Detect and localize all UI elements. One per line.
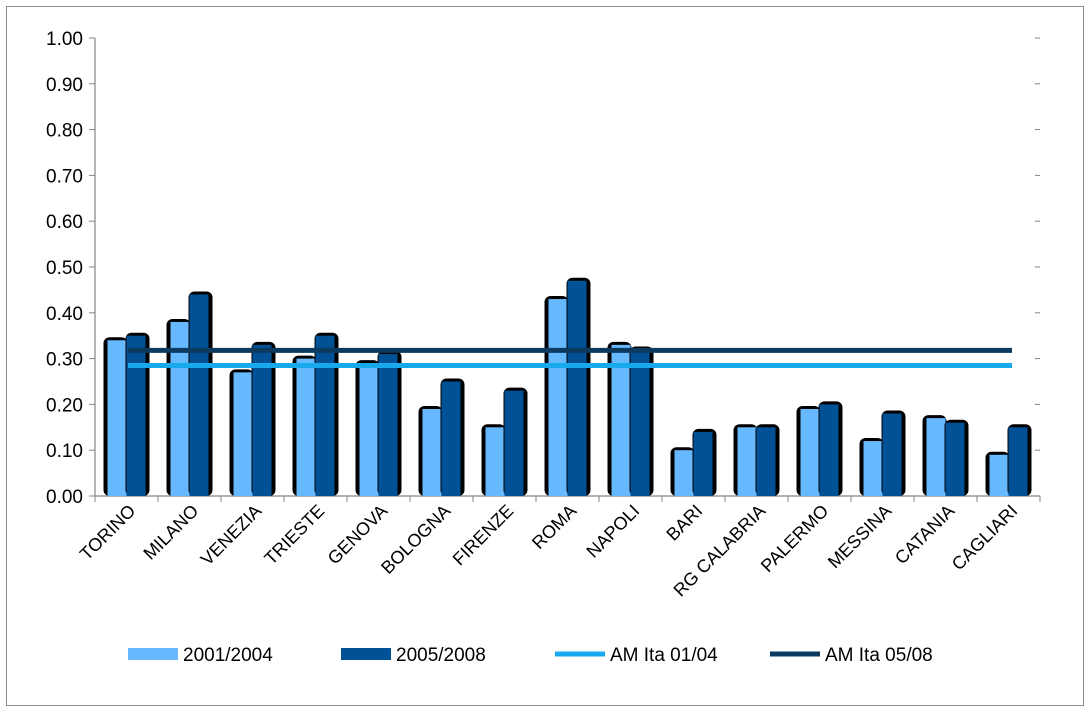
bar-2005-2008 bbox=[189, 294, 209, 496]
bar-2005-2008 bbox=[378, 354, 398, 496]
x-tick-label: CAGLIARI bbox=[948, 501, 1022, 575]
bar-2005-2008 bbox=[945, 422, 965, 496]
bar-2001-2004 bbox=[485, 427, 505, 496]
x-tick-label: MILANO bbox=[139, 501, 202, 564]
y-tick-label: 0.00 bbox=[46, 487, 83, 508]
y-tick-label: 1.00 bbox=[46, 29, 83, 50]
bar-2005-2008 bbox=[1008, 427, 1028, 496]
legend-swatch-bar bbox=[341, 648, 391, 660]
bar-2005-2008 bbox=[882, 413, 902, 496]
x-tick-label: GENOVA bbox=[324, 501, 392, 569]
bar-2001-2004 bbox=[107, 340, 127, 496]
bar-2001-2004 bbox=[548, 299, 568, 496]
y-tick-label: 0.90 bbox=[46, 75, 83, 96]
bar-2005-2008 bbox=[441, 381, 461, 496]
x-tick-label: TRIESTE bbox=[260, 501, 328, 569]
bar-2001-2004 bbox=[233, 372, 253, 496]
y-tick-label: 0.60 bbox=[46, 212, 83, 233]
y-tick-label: 0.30 bbox=[46, 350, 83, 371]
bar-2001-2004 bbox=[800, 408, 820, 496]
bar-2005-2008 bbox=[504, 390, 524, 496]
y-tick-label: 0.50 bbox=[46, 258, 83, 279]
legend-label: AM Ita 05/08 bbox=[825, 645, 933, 666]
x-tick-label: FIRENZE bbox=[449, 501, 518, 570]
bar-2001-2004 bbox=[863, 441, 883, 496]
bar-2005-2008 bbox=[315, 335, 335, 496]
bar-2001-2004 bbox=[737, 427, 757, 496]
bar-2001-2004 bbox=[296, 358, 316, 496]
bar-2005-2008 bbox=[567, 280, 587, 496]
y-tick-label: 0.70 bbox=[46, 166, 83, 187]
y-tick-label: 0.10 bbox=[46, 441, 83, 462]
x-tick-label: NAPOLI bbox=[582, 501, 643, 562]
bar-2005-2008 bbox=[756, 427, 776, 496]
legend-swatch-bar bbox=[128, 648, 178, 660]
y-tick-label: 0.40 bbox=[46, 304, 83, 325]
x-tick-label: TORINO bbox=[76, 501, 139, 564]
legend: 2001/2004 2005/2008 AM Ita 01/04 AM Ita 05/… bbox=[128, 645, 933, 666]
bar-2001-2004 bbox=[674, 450, 694, 496]
bar-2001-2004 bbox=[359, 363, 379, 496]
legend-label: AM Ita 01/04 bbox=[610, 645, 718, 666]
bar-2005-2008 bbox=[630, 349, 650, 496]
bar-2005-2008 bbox=[126, 335, 146, 496]
x-tick-label: BARI bbox=[662, 501, 706, 545]
bar-2001-2004 bbox=[422, 408, 442, 496]
legend-label: 2001/2004 bbox=[183, 645, 273, 666]
x-tick-label: BOLOGNA bbox=[377, 501, 454, 578]
x-tick-label: MESSINA bbox=[824, 501, 895, 572]
bar-2001-2004 bbox=[926, 418, 946, 496]
x-tick-label: PALERMO bbox=[757, 501, 832, 576]
bars-group bbox=[103, 277, 1032, 496]
bar-2001-2004 bbox=[989, 454, 1009, 496]
average-lines-group bbox=[128, 347, 1012, 368]
x-tick-label: CATANIA bbox=[891, 501, 958, 568]
bar-2005-2008 bbox=[819, 404, 839, 496]
y-tick-label: 0.80 bbox=[46, 121, 83, 142]
bar-2005-2008 bbox=[693, 431, 713, 496]
bar-2005-2008 bbox=[252, 344, 272, 496]
bar-2001-2004 bbox=[611, 344, 631, 496]
y-tick-label: 0.20 bbox=[46, 395, 83, 416]
x-tick-label: VENEZIA bbox=[197, 501, 266, 570]
legend-label: 2005/2008 bbox=[396, 645, 486, 666]
y-tick-labels-group: 0.00 0.10 0.20 0.30 0.40 0.50 0.60 0.70 0.80 0.90… bbox=[46, 29, 83, 508]
x-tick-labels-group: TORINO MILANOVENEZIATRIESTEGENOVABOLOGNAF… bbox=[76, 501, 1021, 601]
x-tick-label: ROMA bbox=[528, 501, 580, 553]
